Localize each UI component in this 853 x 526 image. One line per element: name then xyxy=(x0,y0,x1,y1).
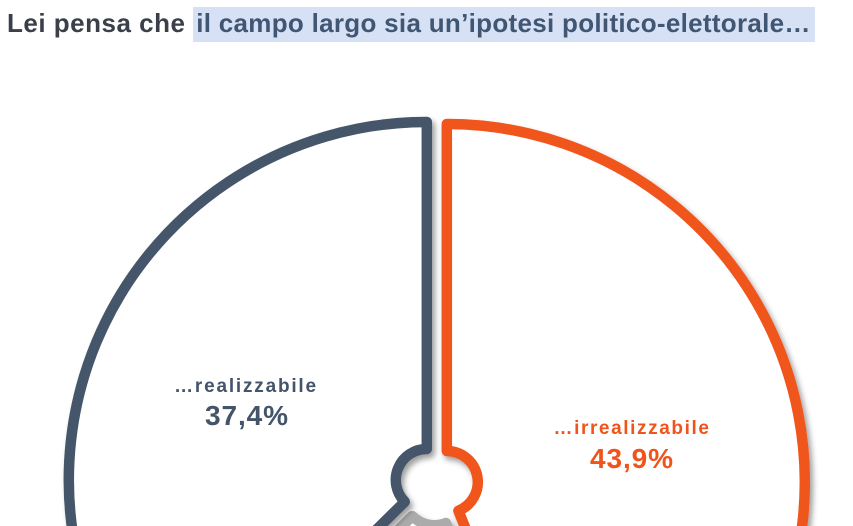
pie-slice-other xyxy=(394,510,453,526)
label-irrealizzabile: …irrealizzabile xyxy=(553,418,710,439)
pie-slices xyxy=(63,116,811,526)
value-irrealizzabile: 43,9% xyxy=(590,443,674,474)
pie-slice-realizzabile xyxy=(63,116,433,526)
title-highlight: il campo largo sia un’ipotesi politico-e… xyxy=(193,7,815,42)
title-prefix: Lei pensa che xyxy=(7,8,194,38)
page-title: Lei pensa che il campo largo sia un’ipot… xyxy=(7,7,815,42)
value-realizzabile: 37,4% xyxy=(205,400,289,431)
label-realizzabile: …realizzabile xyxy=(174,376,318,397)
pie-slice-irrealizzabile xyxy=(441,118,811,526)
pie-labels: …realizzabile 37,4% …irrealizzabile 43,9… xyxy=(174,376,710,474)
